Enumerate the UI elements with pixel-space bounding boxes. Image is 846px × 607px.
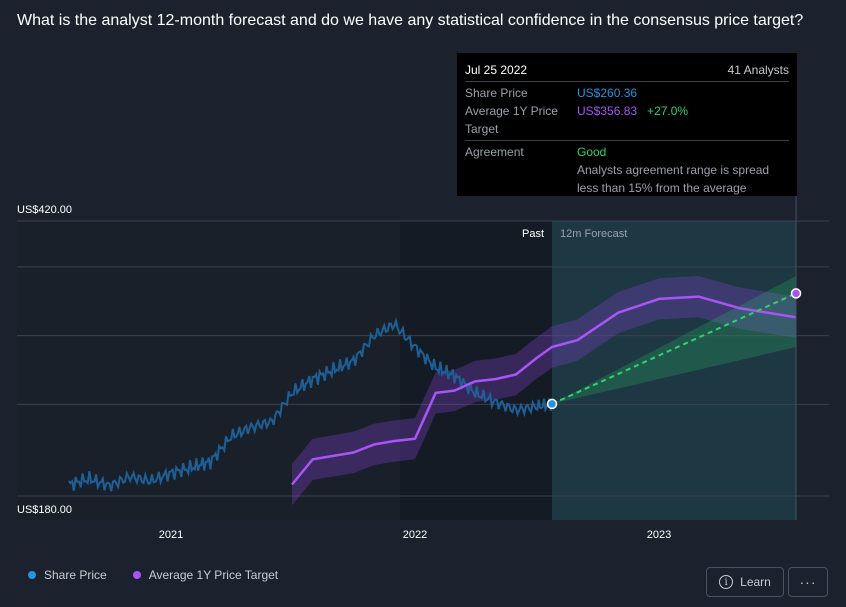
tooltip-agreement-desc: Analysts agreement range is spread less … [577, 163, 770, 195]
legend-avg-target-label: Average 1Y Price Target [148, 568, 279, 582]
avg-target-point [790, 288, 802, 299]
tooltip-share-price-row: Share Price US$260.36 [465, 84, 789, 102]
chart-tooltip: Jul 25 2022 41 Analysts Share Price US$2… [457, 53, 797, 196]
tooltip-avg-target-label: Average 1Y Price Target [465, 104, 558, 136]
y-axis-label-bottom: US$180.00 [17, 504, 72, 516]
avg-target-line [291, 295, 797, 486]
tooltip-agreement-label: Agreement [465, 145, 524, 159]
chart-title: What is the analyst 12-month forecast an… [17, 12, 804, 29]
tooltip-analysts-count: 41 Analysts [727, 63, 789, 77]
x-tick-label: 2023 [647, 529, 671, 541]
more-options-label: ··· [799, 574, 817, 590]
tooltip-agreement-value: Good [577, 145, 607, 159]
tooltip-header: Jul 25 2022 41 Analysts [465, 61, 789, 82]
tooltip-date: Jul 25 2022 [465, 63, 528, 77]
share-price-dot-icon [28, 571, 36, 579]
chart-legend: Share Price Average 1Y Price Target [28, 568, 278, 582]
tooltip-avg-target-value: US$356.83 [577, 104, 638, 118]
forecast-label: 12m Forecast [560, 228, 627, 240]
legend-item-avg-target[interactable]: Average 1Y Price Target [132, 568, 279, 582]
tooltip-avg-target-change: +27.0% [647, 104, 689, 118]
tooltip-share-price-label: Share Price [465, 86, 528, 100]
share-price-line [67, 317, 553, 492]
y-axis-label-top: US$420.00 [17, 204, 72, 216]
avg-target-band [292, 276, 796, 506]
forecast-region [552, 221, 797, 520]
share-price-point [546, 398, 558, 410]
more-options-button[interactable]: ··· [788, 567, 828, 597]
legend-item-share-price[interactable]: Share Price [28, 568, 107, 582]
past-region-recent [400, 221, 553, 520]
past-label: Past [522, 228, 544, 240]
x-tick-label: 2022 [403, 529, 427, 541]
learn-button-label: Learn [740, 575, 771, 589]
tooltip-agreement-row: Agreement Good Analysts agreement range … [465, 143, 789, 197]
tooltip-share-price-value: US$260.36 [577, 86, 638, 100]
learn-button[interactable]: i Learn [706, 567, 784, 597]
avg-target-dot-icon [132, 571, 141, 579]
info-icon: i [719, 575, 734, 589]
legend-share-price-label: Share Price [44, 568, 107, 582]
x-tick-label: 2021 [159, 529, 183, 541]
tooltip-avg-target-row: Average 1Y Price Target US$356.83 +27.0% [465, 102, 789, 141]
